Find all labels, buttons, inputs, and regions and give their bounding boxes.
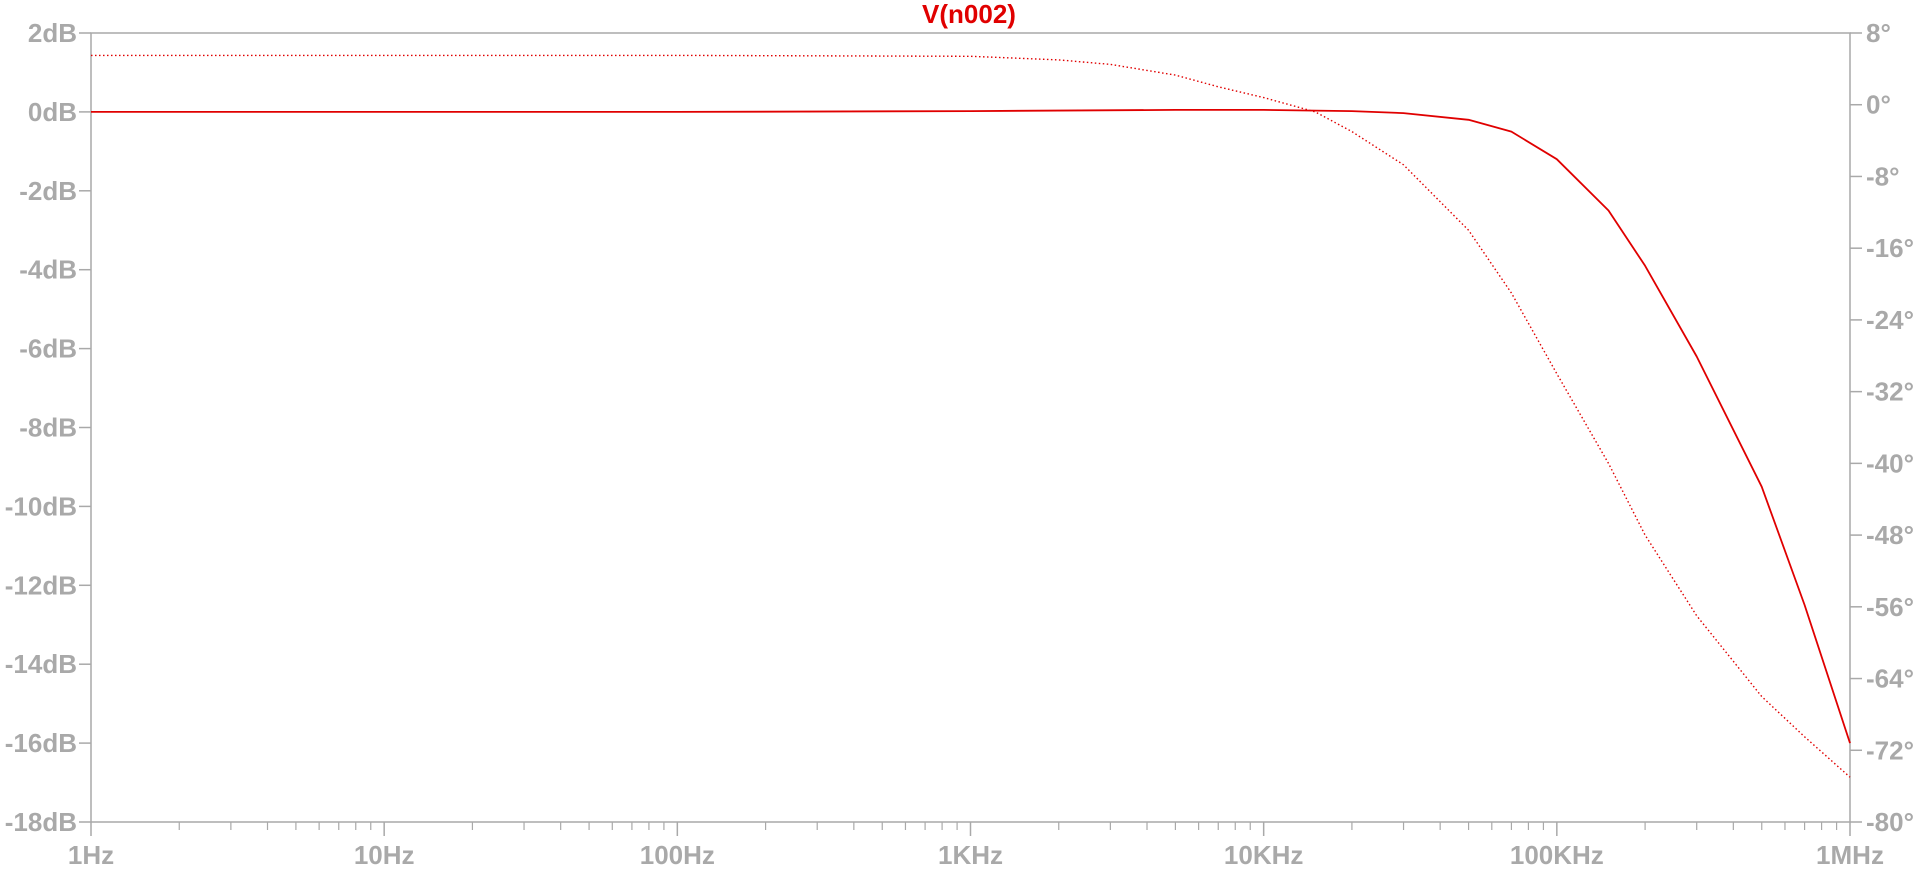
left-tick-label: -6dB: [19, 334, 77, 364]
right-tick-label: -8°: [1866, 161, 1900, 191]
right-tick-label: -64°: [1866, 664, 1914, 694]
right-tick-label: -48°: [1866, 520, 1914, 550]
right-tick-label: -40°: [1866, 448, 1914, 478]
left-tick-label: -2dB: [19, 176, 77, 206]
right-tick-label: -72°: [1866, 735, 1914, 765]
x-axis: 1Hz 10Hz 100Hz 1KHz 10KHz 100KHz 1MHz: [68, 822, 1884, 870]
left-tick-label: -10dB: [5, 491, 77, 521]
chart-title: V(n002): [922, 0, 1016, 29]
left-tick-label: 2dB: [28, 18, 77, 48]
series-layer: [91, 54, 1851, 778]
right-tick-label: -16°: [1866, 233, 1914, 263]
right-tick-label: 0°: [1866, 90, 1891, 120]
left-tick-label: -4dB: [19, 255, 77, 285]
left-tick-label: -12dB: [5, 570, 77, 600]
phase-series-line: [91, 54, 1851, 778]
right-axis: 8° 0° -8° -16° -24° -32° -40° -48° -56° -64° -72° -…: [1850, 18, 1914, 837]
right-tick-label: -80°: [1866, 807, 1914, 837]
left-axis: 2dB 0dB -2dB -4dB -6dB -8dB -10dB -12dB -14dB -16…: [5, 18, 91, 837]
right-tick-label: -56°: [1866, 592, 1914, 622]
x-tick-label: 1MHz: [1816, 840, 1884, 870]
x-tick-label: 1Hz: [68, 840, 114, 870]
x-tick-label: 10Hz: [354, 840, 415, 870]
right-tick-label: -32°: [1866, 377, 1914, 407]
left-tick-label: -14dB: [5, 649, 77, 679]
x-tick-label: 100KHz: [1510, 840, 1604, 870]
x-tick-label: 100Hz: [640, 840, 715, 870]
plot-area-frame: [90, 32, 1851, 823]
right-tick-label: -24°: [1866, 305, 1914, 335]
x-tick-label: 1KHz: [938, 840, 1003, 870]
left-tick-label: 0dB: [28, 97, 77, 127]
left-tick-label: -16dB: [5, 728, 77, 758]
left-tick-label: -8dB: [19, 413, 77, 443]
left-tick-label: -18dB: [5, 807, 77, 837]
magnitude-series-line: [91, 109, 1851, 744]
x-tick-label: 10KHz: [1224, 840, 1303, 870]
right-tick-label: 8°: [1866, 18, 1891, 48]
